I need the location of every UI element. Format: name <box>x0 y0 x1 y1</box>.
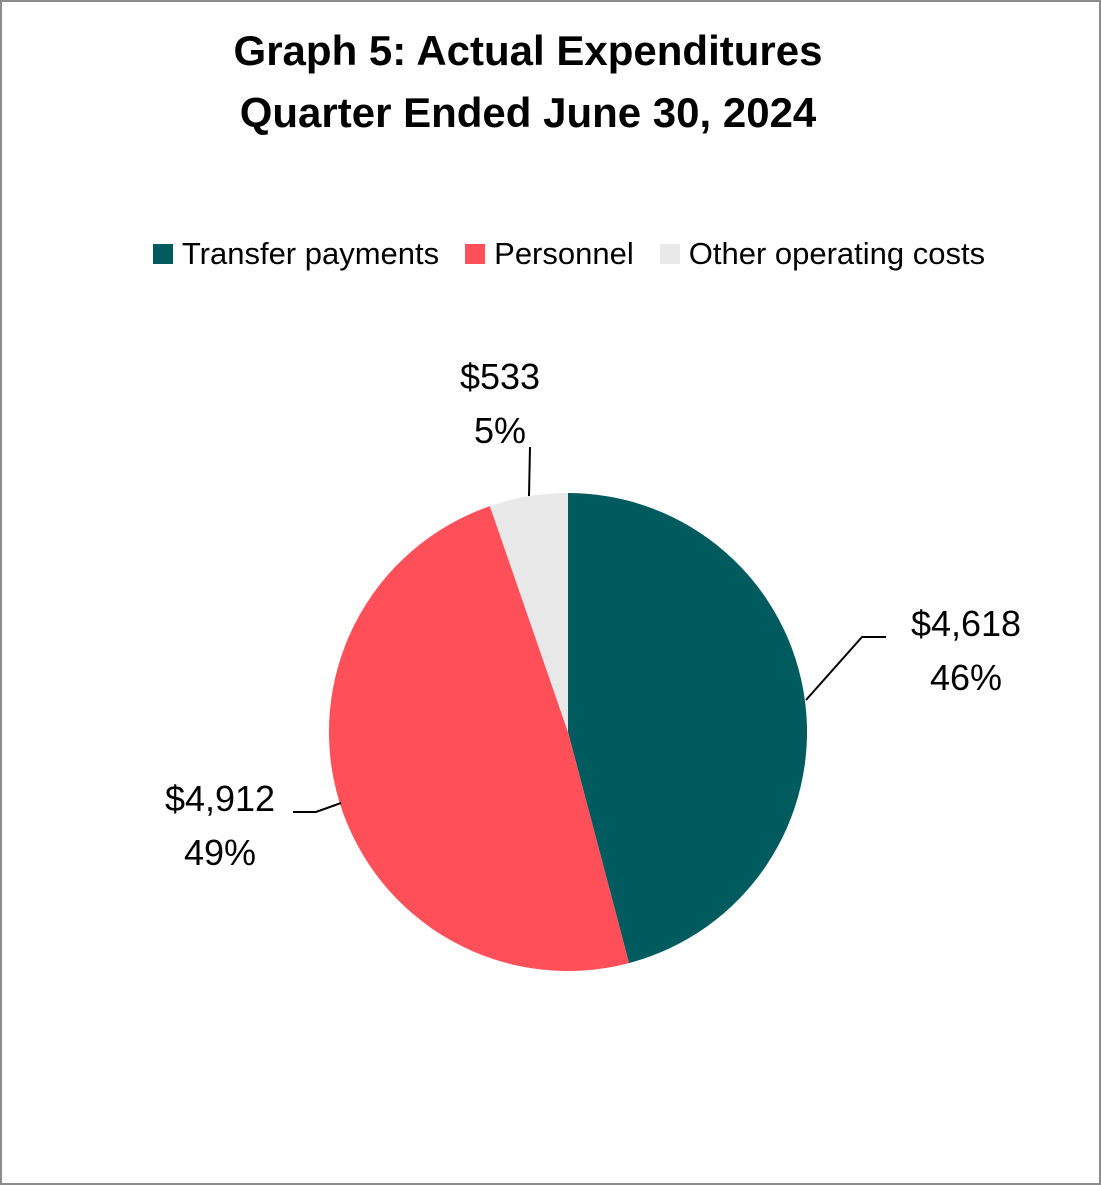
legend-item-other-operating-costs: Other operating costs <box>659 236 986 272</box>
data-label-personnel-value: $4,912 <box>164 778 276 819</box>
data-label-transfer-payments-value: $4,618 <box>910 603 1022 644</box>
data-label-personnel-percent: 49% <box>183 832 257 873</box>
pie-slice-other-operating-costs <box>489 493 568 732</box>
data-label-other-operating-costs: $533 5% <box>440 350 560 458</box>
legend: Transfer payments Personnel Other operat… <box>0 236 1101 272</box>
data-label-other-operating-costs-percent: 5% <box>473 410 527 451</box>
legend-swatch-transfer-payments <box>152 244 173 264</box>
legend-item-personnel: Personnel <box>465 236 634 272</box>
leader-line-other-operating-costs <box>528 446 531 497</box>
leader-line-transfer-payments <box>805 636 886 701</box>
data-label-other-operating-costs-value: $533 <box>459 356 541 397</box>
legend-label-transfer-payments: Transfer payments <box>181 236 440 271</box>
pie-slice-personnel <box>328 506 630 972</box>
legend-item-transfer-payments: Transfer payments <box>152 236 440 272</box>
chart-title: Graph 5: Actual Expenditures Quarter End… <box>0 20 1056 144</box>
data-label-transfer-payments: $4,618 46% <box>896 597 1036 705</box>
chart-title-line1: Graph 5: Actual Expenditures <box>233 27 823 74</box>
legend-label-personnel: Personnel <box>494 236 634 271</box>
leader-line-personnel <box>293 802 342 813</box>
chart-title-line2: Quarter Ended June 30, 2024 <box>239 89 817 136</box>
data-label-personnel: $4,912 49% <box>150 772 290 880</box>
legend-label-other-operating-costs: Other operating costs <box>688 236 986 271</box>
legend-swatch-other-operating-costs <box>659 244 680 264</box>
data-label-transfer-payments-percent: 46% <box>929 657 1003 698</box>
legend-swatch-personnel <box>465 244 486 264</box>
pie-slice-transfer-payments <box>568 493 808 964</box>
